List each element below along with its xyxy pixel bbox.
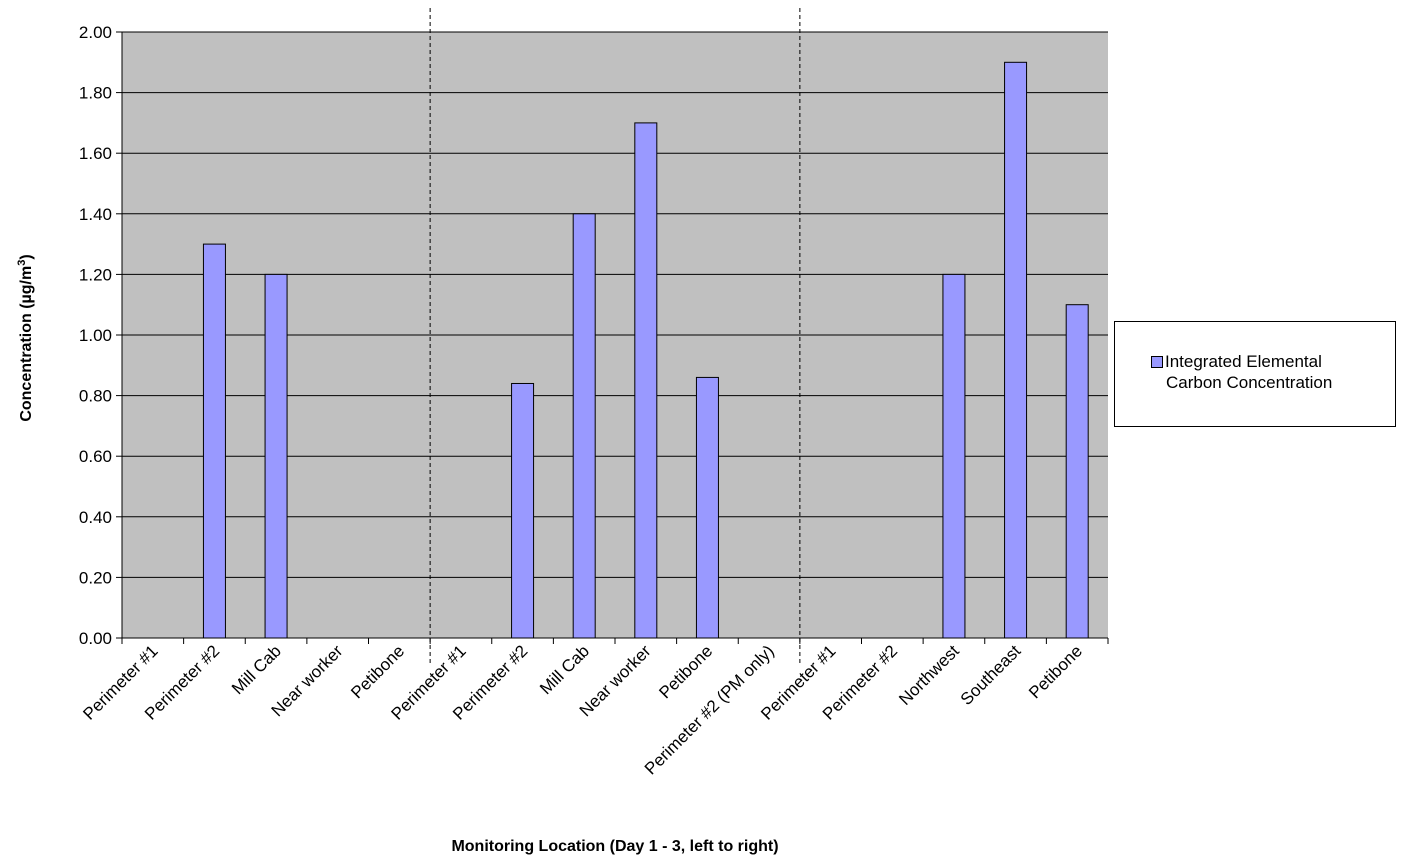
legend-swatch [1151,356,1163,368]
bar [1004,61,1028,639]
axes [116,31,1109,644]
y-axis-label: Concentration (µg/m3) [16,254,35,421]
y-tick-label: 0.60 [79,447,112,466]
legend-label-line1: Integrated Elemental [1165,352,1322,371]
y-tick-label: 1.20 [79,265,112,284]
bar [264,273,288,639]
y-axis-label-sup: 3 [16,260,28,266]
bar [1065,304,1089,639]
bar [942,273,966,639]
y-tick-label: 2.00 [79,23,112,42]
legend-label: Integrated Elemental Carbon Concentratio… [1165,351,1385,393]
bar [511,382,535,639]
x-axis-label: Monitoring Location (Day 1 - 3, left to … [451,838,778,855]
legend: Integrated Elemental Carbon Concentratio… [1114,321,1396,427]
x-tick-label: Petibone [1025,641,1086,702]
y-axis-label-close: ) [18,254,35,259]
y-tick-label: 1.40 [79,205,112,224]
y-tick-label: 0.00 [79,629,112,648]
x-tick-label: Mill Cab [536,641,593,698]
y-tick-labels: 0.00 0.20 0.40 0.60 0.80 1.00 1.20 1.40 1.60 1.80… [79,23,112,648]
y-tick-label: 0.40 [79,508,112,527]
y-tick-label: 0.80 [79,387,112,406]
x-tick-label: Southeast [957,641,1025,709]
x-tick-label: Petibone [655,641,716,702]
bar [695,376,719,639]
bar [634,122,658,639]
bars [202,61,1089,639]
y-tick-label: 1.80 [79,84,112,103]
x-tick-label: Mill Cab [228,641,285,698]
x-tick-label: Petibone [347,641,408,702]
y-axis-label-main: Concentration (µg/m [18,266,35,422]
y-tick-label: 0.20 [79,568,112,587]
legend-label-line2: Carbon Concentration [1166,373,1333,392]
bar [202,243,226,639]
x-tick-label: Northwest [895,641,963,709]
y-tick-label: 1.00 [79,326,112,345]
bar [572,213,596,639]
y-tick-label: 1.60 [79,144,112,163]
day-separators [429,8,801,665]
